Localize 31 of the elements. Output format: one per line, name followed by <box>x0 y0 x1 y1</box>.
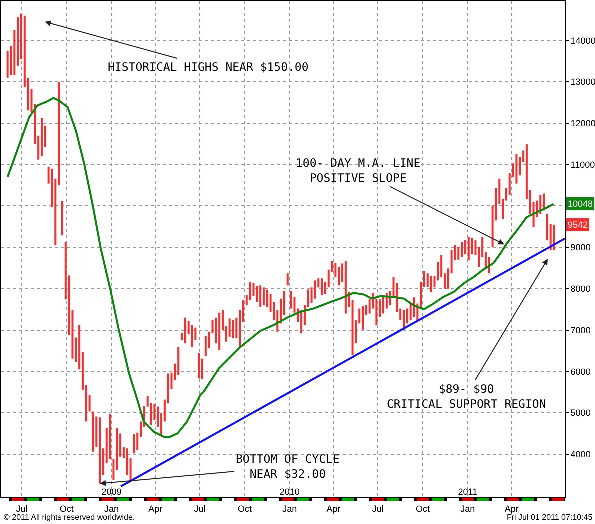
annotation: 9542 <box>568 220 588 230</box>
y-tick-label: 4000 <box>570 450 591 460</box>
x-tick-label: Apr <box>148 504 163 514</box>
x-tick-label: Oct <box>60 504 74 514</box>
line-series <box>6 97 555 438</box>
x-tick-label: Jul <box>194 504 206 514</box>
x-tick-label: Apr <box>326 504 341 514</box>
y-tick-label: 9000 <box>570 242 591 253</box>
y-tick-label: 8000 <box>570 284 591 294</box>
x2-tick-label: 2011 <box>458 487 478 498</box>
annotation: 100- DAY M.A. LINE POSITIVE SLOPE <box>296 156 421 185</box>
annotation: BOTTOM OF CYCLE NEAR $32.00 <box>236 452 340 481</box>
x-tick-label: Jul <box>372 504 384 514</box>
y-tick-label: 11000 <box>570 160 595 170</box>
annotation: $89- $90 CRITICAL SUPPORT REGION <box>387 382 546 411</box>
x2-tick-label: 2009 <box>102 487 122 498</box>
annotation: HISTORICAL HIGHS NEAR $150.00 <box>108 60 309 74</box>
y-tick-label: 6000 <box>570 366 591 377</box>
x-tick-label: Apr <box>504 504 519 514</box>
x-tick-label: Jan <box>282 504 298 514</box>
x-tick-label: Jul <box>16 504 28 514</box>
x-tick-label: Jan <box>104 504 120 514</box>
text: Fri Jul 01 2011 07:10:45 <box>507 513 594 522</box>
x-tick-label: Jan <box>460 504 476 514</box>
y-tick-label: 7000 <box>570 325 591 336</box>
text: © 2011 All rights reserved worldwide. <box>4 513 136 522</box>
annotation: 10048 <box>568 199 594 209</box>
y-tick-label: 5000 <box>570 408 591 418</box>
x-tick-label: Oct <box>238 504 252 514</box>
x-tick-label: Oct <box>416 504 431 514</box>
x2-tick-label: 2010 <box>280 487 300 498</box>
